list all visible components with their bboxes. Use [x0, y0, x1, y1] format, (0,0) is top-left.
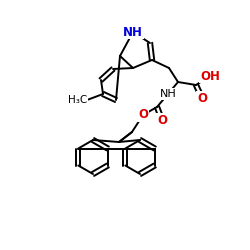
Text: H₃C: H₃C — [68, 95, 87, 105]
Text: O: O — [197, 92, 207, 104]
Text: NH: NH — [123, 26, 143, 38]
Text: O: O — [157, 114, 167, 126]
Text: NH: NH — [160, 89, 176, 99]
Text: OH: OH — [200, 70, 220, 82]
Text: O: O — [138, 108, 148, 122]
